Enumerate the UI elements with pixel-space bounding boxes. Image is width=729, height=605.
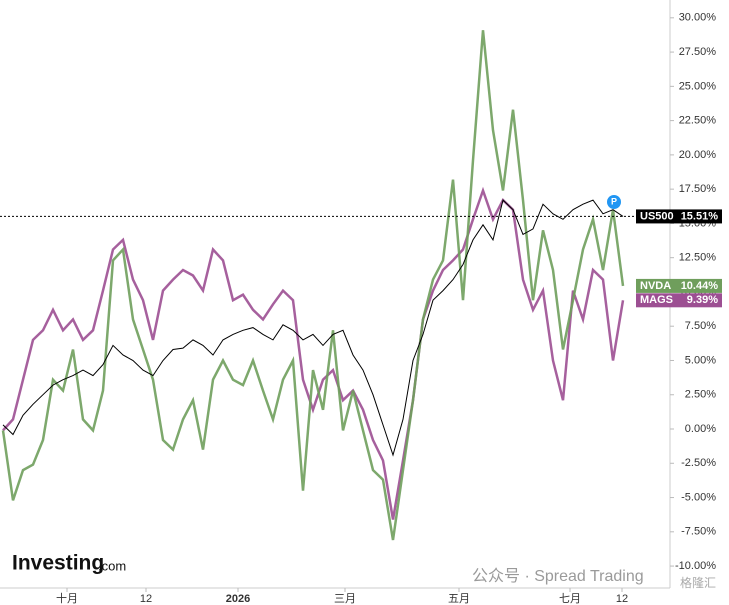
watermark: 公众号 · Spread Trading: [472, 567, 644, 585]
y-tick-label: -10.00%: [675, 560, 716, 572]
series-line: [2, 186, 625, 520]
legend-name: US500: [640, 210, 674, 222]
end-value-label: 15.51%: [681, 210, 719, 222]
y-tick-label: 27.50%: [679, 46, 717, 58]
y-tick-label: 30.00%: [679, 12, 717, 24]
y-tick-label: -7.50%: [681, 526, 716, 538]
x-tick-label: 十月: [56, 591, 78, 605]
y-tick-label: 0.00%: [685, 423, 716, 435]
series-line: [1, 30, 625, 541]
legend-name: MAGS: [640, 294, 673, 306]
y-tick-label: 20.00%: [679, 149, 717, 161]
y-tick-label: 22.50%: [679, 115, 717, 127]
legend-name: NVDA: [640, 280, 671, 292]
marker-icon: [607, 195, 621, 209]
y-tick-label: -2.50%: [681, 457, 716, 469]
x-tick-label: 12: [616, 593, 628, 605]
y-tick-label: 12.50%: [679, 252, 717, 264]
end-value-label: 9.39%: [687, 294, 718, 306]
end-label-box: [636, 293, 722, 308]
x-tick-label: 12: [140, 593, 152, 605]
x-tick-label: 三月: [334, 593, 356, 605]
y-tick-label: 2.50%: [685, 389, 716, 401]
marker-icon-letter: P: [611, 196, 617, 206]
x-tick-label: 七月: [559, 592, 581, 605]
y-tick-label: 7.50%: [685, 320, 716, 332]
branding: Investing: [12, 552, 104, 575]
y-tick-label: 17.50%: [679, 183, 717, 195]
y-tick-label: -5.00%: [681, 491, 716, 503]
x-tick-label: 2026: [226, 593, 250, 605]
y-tick-label: 5.00%: [685, 354, 716, 366]
series-line: [2, 199, 624, 457]
branding-suffix: .com: [98, 558, 126, 573]
x-tick-label: 五月: [448, 593, 470, 605]
y-tick-label: 25.00%: [679, 80, 717, 92]
end-label-box: [636, 278, 722, 293]
end-label-box: [636, 209, 722, 224]
end-value-label: 10.44%: [681, 280, 719, 292]
watermark-logo: 格隆汇: [680, 575, 716, 590]
